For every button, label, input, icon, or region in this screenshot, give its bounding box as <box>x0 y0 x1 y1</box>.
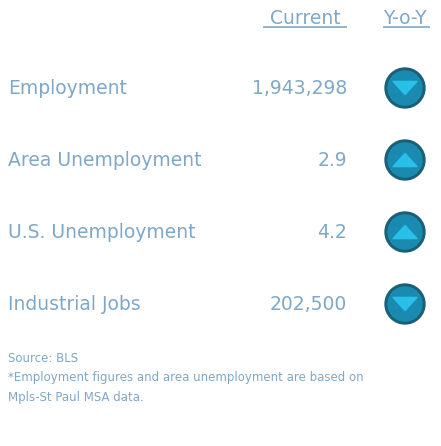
Text: Source: BLS: Source: BLS <box>8 351 78 364</box>
Circle shape <box>388 71 422 105</box>
Text: Employment: Employment <box>8 78 127 98</box>
Circle shape <box>388 215 422 249</box>
Text: 1,943,298: 1,943,298 <box>252 78 347 98</box>
Polygon shape <box>393 82 417 95</box>
Text: Mpls-St Paul MSA data.: Mpls-St Paul MSA data. <box>8 392 144 405</box>
Text: 4.2: 4.2 <box>317 223 347 241</box>
Polygon shape <box>393 225 417 239</box>
Polygon shape <box>393 297 417 310</box>
Circle shape <box>385 140 425 180</box>
Text: Y-o-Y: Y-o-Y <box>383 8 427 28</box>
Circle shape <box>385 212 425 252</box>
Text: Area Unemployment: Area Unemployment <box>8 150 202 169</box>
Text: Industrial Jobs: Industrial Jobs <box>8 294 141 314</box>
Circle shape <box>388 143 422 177</box>
Text: *Employment figures and area unemployment are based on: *Employment figures and area unemploymen… <box>8 372 364 384</box>
Circle shape <box>388 287 422 321</box>
Text: 2.9: 2.9 <box>318 150 347 169</box>
Text: U.S. Unemployment: U.S. Unemployment <box>8 223 195 241</box>
Circle shape <box>385 284 425 324</box>
Text: 202,500: 202,500 <box>270 294 347 314</box>
Text: Current: Current <box>270 8 340 28</box>
Polygon shape <box>393 153 417 167</box>
Circle shape <box>385 68 425 108</box>
